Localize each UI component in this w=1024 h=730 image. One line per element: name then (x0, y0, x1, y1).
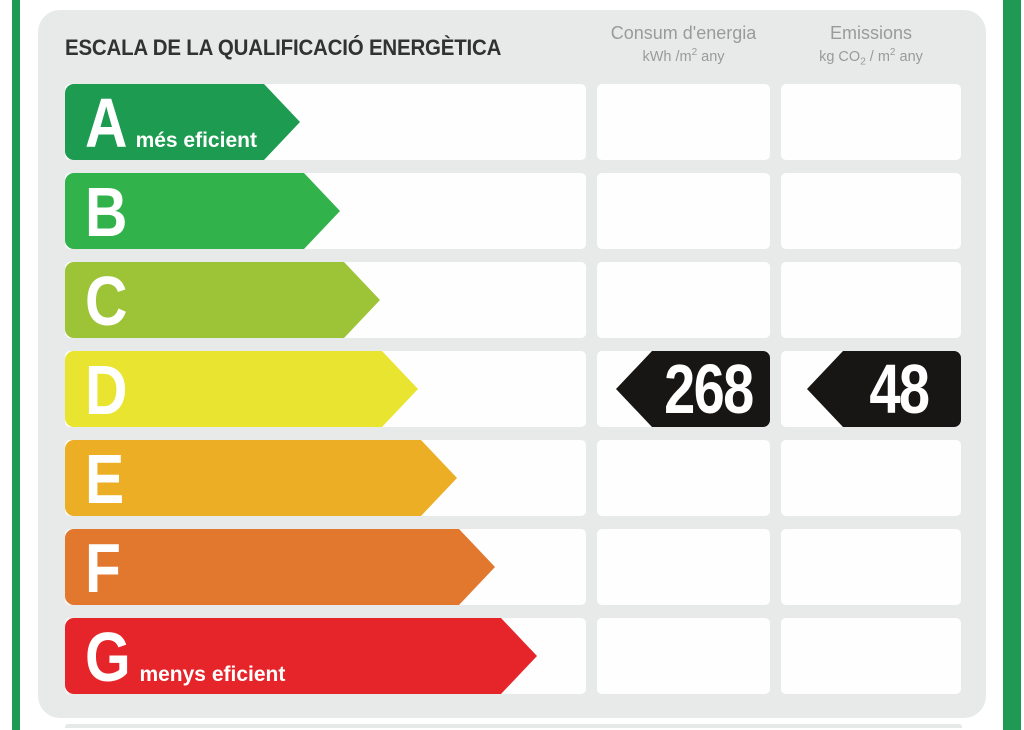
consum-cell-a (597, 84, 770, 160)
rating-bar-c: C (65, 262, 380, 338)
emissions-unit-mid-text: / m (865, 48, 890, 65)
consum-value-badge: 268 (616, 351, 770, 427)
emissions-cell-g (781, 618, 961, 694)
rating-row-c: C (65, 262, 961, 338)
rating-letter-b: B (85, 173, 126, 251)
rating-sublabel-g: menys eficient (139, 663, 286, 686)
consum-unit-superscript: 2 (691, 46, 698, 58)
emissions-unit-text: kg CO (819, 48, 861, 65)
title-cell: ESCALA DE LA QUALIFICACIÓ ENERGÈTICA (65, 10, 586, 84)
emissions-unit-subscript: 2 (860, 56, 866, 68)
rating-row-e: E (65, 440, 961, 516)
consum-unit-text: kWh /m (642, 48, 692, 65)
page-title: ESCALA DE LA QUALIFICACIÓ ENERGÈTICA (65, 35, 502, 60)
bar-track-b: B (65, 173, 586, 249)
next-section-edge (65, 724, 962, 728)
bar-track-c: C (65, 262, 586, 338)
rating-row-d: D 268 48 (65, 351, 961, 427)
bar-track-f: F (65, 529, 586, 605)
rating-row-b: B (65, 173, 961, 249)
emissions-unit-suffix: any (895, 48, 923, 65)
consum-cell-g (597, 618, 770, 694)
rating-letter-g: G (85, 618, 130, 696)
emissions-value-badge: 48 (807, 351, 961, 427)
consum-cell-d: 268 (597, 351, 770, 427)
bar-track-d: D (65, 351, 586, 427)
bar-track-e: E (65, 440, 586, 516)
rating-row-f: F (65, 529, 961, 605)
rating-letter-f: F (85, 529, 120, 607)
emissions-cell-f (781, 529, 961, 605)
right-border-stripe (1003, 0, 1021, 730)
emissions-cell-c (781, 262, 961, 338)
rating-letter-e: E (85, 440, 123, 518)
emissions-cell-b (781, 173, 961, 249)
emissions-cell-a (781, 84, 961, 160)
consum-cell-c (597, 262, 770, 338)
rating-sublabel-a: més eficient (135, 129, 257, 152)
rating-bar-b: B (65, 173, 340, 249)
consum-cell-f (597, 529, 770, 605)
rating-letter-c: C (85, 262, 126, 340)
consum-cell-b (597, 173, 770, 249)
consum-value: 268 (663, 350, 754, 428)
rating-bar-e: E (65, 440, 457, 516)
energy-scale-panel: ESCALA DE LA QUALIFICACIÓ ENERGÈTICA Con… (38, 10, 986, 718)
consum-column-title: Consum d'energia (610, 23, 757, 43)
consum-cell-e (597, 440, 770, 516)
panel-header: ESCALA DE LA QUALIFICACIÓ ENERGÈTICA Con… (65, 10, 961, 84)
rating-bar-d: D (65, 351, 418, 427)
emissions-unit-superscript: 2 (889, 46, 896, 58)
consum-column-unit: kWh /m2 any (597, 47, 770, 65)
emissions-column-unit: kg CO2 / m2 any (781, 47, 961, 68)
consum-column-header: Consum d'energia kWh /m2 any (597, 10, 770, 84)
consum-unit-suffix: any (697, 48, 725, 65)
left-border-stripe (12, 0, 20, 730)
emissions-column-header: Emissions kg CO2 / m2 any (781, 10, 961, 84)
rating-bar-f: F (65, 529, 495, 605)
rating-letter-a: A (85, 84, 126, 162)
emissions-cell-e (781, 440, 961, 516)
rating-letter-d: D (85, 351, 126, 429)
emissions-cell-d: 48 (781, 351, 961, 427)
emissions-column-title: Emissions (829, 23, 913, 43)
emissions-value: 48 (869, 350, 930, 428)
